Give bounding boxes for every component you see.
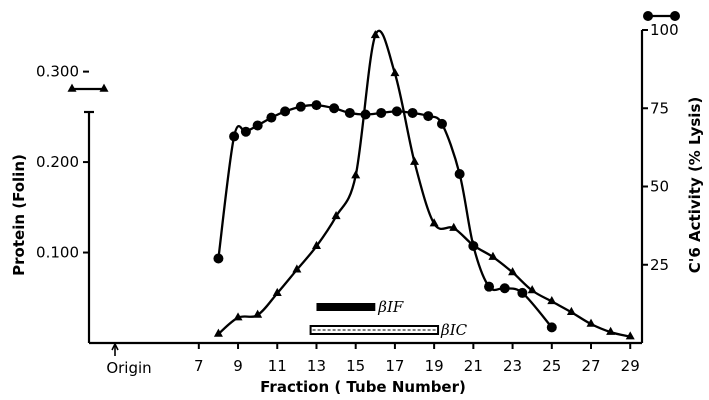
protein-point [606,326,616,335]
x-tick-label: 23 [503,357,522,375]
lysis-point [484,281,495,292]
protein-point [351,170,361,179]
right-y-ticks: 25 50 75 100 [642,21,679,274]
band-label: βIF [377,298,404,316]
protein-point [390,68,400,77]
protein-point [213,328,223,337]
left-y-axis-title: Protein (Folin) [10,154,28,276]
protein-point [625,331,635,340]
x-tick-label: 13 [307,357,326,375]
origin-label: Origin [106,359,151,377]
left-axis-legend-triangle [67,83,77,92]
lysis-point [329,103,340,114]
lysis-point [344,107,355,118]
protein-point [586,318,596,327]
lysis-point [517,287,528,298]
axes [84,30,644,345]
protein-point [547,296,557,305]
lysis-point [213,253,224,264]
protein-point [331,211,341,220]
protein-point [429,218,439,227]
protein-point [527,285,537,294]
x-tick-label: 17 [385,357,404,375]
protein-point [272,287,282,296]
x-tick-label: 21 [464,357,483,375]
x-tick-label: 19 [425,357,444,375]
lysis-point [436,118,447,129]
left-tick-label: 0.300 [36,63,79,81]
x-tick-label: 27 [581,357,600,375]
bands-layer: βIF βIC [309,298,468,339]
series-layer [213,29,635,340]
lysis-point [311,100,322,111]
right-axis-legend-dot [643,11,653,21]
protein-point [311,240,321,249]
protein-point [566,306,576,315]
x-tick-label: 25 [542,357,561,375]
lysis-point [546,322,557,333]
right-tick-label: 75 [650,99,669,117]
protein-point [253,309,263,318]
protein-point [370,30,380,39]
origin-arrow-head [111,342,119,351]
lysis-point [252,120,263,131]
lysis-point [391,106,402,117]
right-tick-label: 100 [650,21,679,39]
protein-point [292,264,302,273]
x-tick-label: 7 [194,357,204,375]
protein-point [449,222,459,231]
lysis-point [454,168,465,179]
left-tick-label: 0.100 [36,244,79,262]
protein-series-line [217,29,632,338]
x-tick-label: 29 [621,357,640,375]
right-axis-legend-dot [670,11,680,21]
left-axis-legend-triangle [99,83,109,92]
left-y-ticks: 0.100 0.200 0.300 [36,63,89,262]
x-tick-label: 9 [233,357,243,375]
lysis-point [280,106,291,117]
x-tick-label: 15 [346,357,365,375]
x-axis-title: Fraction ( Tube Number) [260,378,466,396]
lysis-point [229,131,240,142]
lysis-series-line [217,103,553,329]
right-y-axis-title: C'6 Activity (% Lysis) [686,97,704,273]
lysis-point [295,101,306,112]
protein-point [233,312,243,321]
lysis-point [468,240,479,251]
protein-point [488,251,498,260]
lysis-point [360,109,371,120]
band-bar-solid [316,303,376,311]
x-ticks: 7 9 11 13 15 17 19 21 23 25 27 29 Origin [106,342,640,377]
lysis-point [407,107,418,118]
protein-point [508,267,518,276]
x-tick-label: 11 [268,357,287,375]
right-tick-label: 25 [650,256,669,274]
lysis-point [499,283,510,294]
lysis-point [266,112,277,123]
protein-point [410,156,420,165]
lysis-point [240,126,251,137]
lysis-point [376,107,387,118]
right-tick-label: 50 [650,178,669,196]
axis-legend-markers [67,11,680,92]
band-label: βIC [440,321,468,339]
lysis-point [423,111,434,122]
left-tick-label: 0.200 [36,153,79,171]
